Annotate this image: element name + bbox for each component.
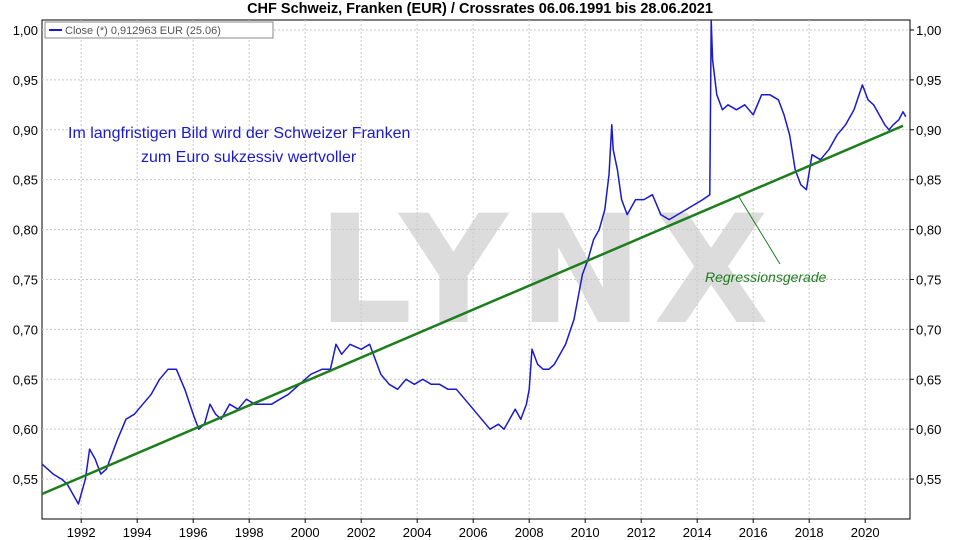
y-tick-label-right: 0,55 (916, 472, 941, 487)
axis-ticks: 0,55 0,55 0,60 0,60 0,65 0,65 0,70 0,70 0,75 0,75… (13, 23, 942, 540)
close-price-line (41, 19, 907, 505)
legend: Close (*) 0,912963 EUR (25.06) (44, 21, 274, 39)
legend-box (44, 21, 274, 39)
x-tick-label: 2008 (515, 525, 544, 540)
annotation-line-1: Im langfristigen Bild wird der Schweizer… (68, 125, 410, 142)
y-tick-label-right: 0,80 (916, 223, 941, 238)
y-tick-label-left: 0,80 (13, 223, 38, 238)
x-tick-label: 2018 (795, 525, 824, 540)
x-tick-label: 2020 (851, 525, 880, 540)
regression-label: Regressionsgerade (705, 269, 827, 285)
x-tick-label: 1994 (123, 525, 152, 540)
x-tick-label: 1998 (235, 525, 264, 540)
x-tick-label: 2016 (739, 525, 768, 540)
y-tick-label-right: 1,00 (916, 23, 941, 38)
y-tick-label-left: 0,85 (13, 173, 38, 188)
y-tick-label-right: 0,75 (916, 272, 941, 287)
x-tick-label: 2006 (459, 525, 488, 540)
y-tick-label-left: 0,90 (13, 123, 38, 138)
legend-label: Close (*) 0,912963 EUR (25.06) (65, 25, 221, 37)
x-tick-label: 2004 (403, 525, 432, 540)
x-tick-label: 2002 (347, 525, 376, 540)
x-tick-label: 1992 (67, 525, 96, 540)
chart-title: CHF Schweiz, Franken (EUR) / Crossrates … (247, 1, 713, 17)
y-tick-label-right: 0,65 (916, 372, 941, 387)
y-tick-label-right: 0,70 (916, 322, 941, 337)
series-layer (41, 19, 907, 505)
x-tick-label: 2000 (291, 525, 320, 540)
plot-area (41, 19, 911, 520)
y-tick-label-left: 0,70 (13, 322, 38, 337)
x-tick-label: 2014 (683, 525, 712, 540)
y-tick-label-left: 0,60 (13, 422, 38, 437)
regression-line (41, 124, 904, 496)
y-tick-label-left: 1,00 (13, 23, 38, 38)
y-tick-label-left: 0,75 (13, 272, 38, 287)
x-tick-label: 1996 (179, 525, 208, 540)
grid-lines (42, 20, 910, 519)
y-tick-label-left: 0,65 (13, 372, 38, 387)
x-tick-label: 2012 (627, 525, 656, 540)
y-tick-label-right: 0,85 (916, 173, 941, 188)
y-tick-label-left: 0,95 (13, 73, 38, 88)
y-tick-label-right: 0,95 (916, 73, 941, 88)
regression-pointer (738, 196, 781, 265)
annotation-line-2: zum Euro sukzessiv wertvoller (141, 149, 357, 166)
x-tick-label: 2010 (571, 525, 600, 540)
y-tick-label-right: 0,60 (916, 422, 941, 437)
y-tick-label-right: 0,90 (916, 123, 941, 138)
y-tick-label-left: 0,55 (13, 472, 38, 487)
